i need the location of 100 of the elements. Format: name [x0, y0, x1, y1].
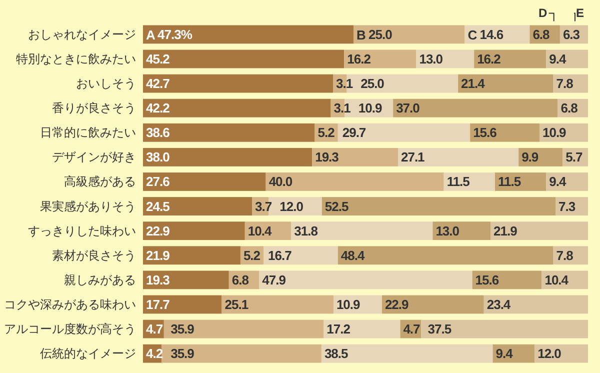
data-label: 4.7 [403, 322, 420, 337]
data-label: 4.2 [146, 346, 163, 362]
y-tick-label: デザインが好き [52, 150, 136, 164]
data-label: 6.8 [560, 100, 578, 116]
bar [259, 270, 472, 290]
data-label: 42.7 [146, 76, 170, 92]
data-label: 45.2 [146, 51, 170, 66]
bar [162, 344, 322, 363]
data-label: 13.0 [436, 223, 460, 238]
data-label: 21.9 [494, 223, 518, 238]
y-tick-label: 高級感がある [64, 174, 136, 189]
series-label: A [146, 26, 158, 42]
y-tick-label: 香りが良さそう [52, 101, 136, 116]
bar [353, 25, 465, 44]
data-label: 9.4 [496, 346, 514, 362]
data-label: 6.8 [532, 26, 550, 42]
data-label: 10.9 [542, 125, 566, 140]
bar [143, 123, 315, 142]
data-label: 25.0 [368, 26, 392, 42]
data-label: 24.5 [146, 198, 170, 214]
bar [470, 123, 540, 142]
y-tick-label: 親しみがある [64, 272, 136, 287]
data-label: 37.5 [428, 322, 452, 337]
y-tick-label: アルコール度数が高そう [4, 322, 136, 336]
data-label: 16.2 [477, 51, 501, 66]
data-label: 11.5 [498, 174, 521, 190]
bar [322, 197, 556, 216]
data-label: 19.3 [146, 272, 170, 288]
y-tick-label: おしゃれなイメージ [28, 27, 136, 42]
bar [398, 148, 519, 166]
bar [164, 320, 324, 338]
data-label: 35.9 [170, 346, 194, 362]
data-label: 9.9 [522, 150, 538, 165]
label-pointer: E [573, 6, 584, 22]
data-label: 27.6 [146, 174, 170, 190]
bar [338, 246, 554, 265]
data-label: 38.6 [146, 125, 170, 140]
bar [143, 50, 344, 68]
data-label: 11.5 [446, 174, 470, 190]
data-label: 19.3 [315, 150, 339, 165]
data-label: 7.8 [556, 76, 574, 92]
bar [312, 148, 398, 166]
data-label: 5.7 [566, 150, 582, 165]
data-label: 16.2 [347, 51, 371, 66]
data-label: 5.2 [243, 248, 260, 263]
data-label: 25.0 [360, 76, 384, 92]
bar [143, 172, 266, 191]
data-label: 10.9 [336, 296, 360, 312]
data-label: 7.8 [556, 248, 574, 263]
bar [143, 246, 240, 265]
data-label: 10.9 [358, 100, 382, 116]
data-label: 27.1 [400, 150, 425, 165]
bar [266, 172, 444, 191]
y-tick-label: 特別なときに飲みたい [16, 52, 136, 66]
data-label: 40.0 [268, 174, 292, 190]
bar [472, 270, 542, 290]
data-label: 3.1 [336, 76, 353, 92]
data-label: 7.3 [558, 198, 576, 214]
data-label: 10.4 [248, 223, 272, 238]
y-tick-label: 素材が良さそう [52, 248, 136, 262]
bar [143, 98, 331, 118]
data-label: 3.1 [334, 100, 351, 116]
data-label: 21.4 [461, 76, 486, 92]
bar [291, 222, 433, 240]
data-label: 31.8 [294, 223, 318, 238]
data-label: 12.0 [280, 198, 304, 214]
data-label: 21.9 [146, 248, 170, 263]
data-label: 42.2 [146, 100, 170, 116]
data-label: 6.3 [562, 26, 580, 42]
data-label: 15.6 [475, 272, 499, 288]
bar [321, 344, 493, 363]
y-tick-label: すっきりした味わい [28, 224, 136, 238]
bar [143, 74, 334, 93]
bar [143, 295, 222, 314]
data-label: 47.9 [262, 272, 286, 288]
y-tick-label: 果実感がありそう [40, 199, 136, 214]
bar [222, 295, 334, 314]
series-label: B [356, 26, 368, 42]
bar [264, 246, 338, 265]
data-label: 17.2 [326, 322, 350, 337]
bar [421, 320, 588, 338]
data-label: 29.7 [342, 125, 366, 140]
bar [484, 295, 588, 314]
data-label: 25.1 [224, 296, 248, 312]
bar [143, 222, 245, 240]
bar [490, 222, 588, 240]
data-label: 23.4 [486, 296, 512, 312]
data-label: 52.5 [324, 198, 348, 214]
bar [324, 320, 400, 338]
data-label: 15.6 [473, 125, 497, 140]
data-label: 3.7 [255, 198, 272, 214]
series-label: E [576, 6, 584, 20]
y-tick-label: 伝統的なイメージ [40, 346, 136, 361]
y-tick-label: おいしそう [76, 76, 136, 91]
data-label: 35.9 [170, 322, 194, 337]
series-label: C [468, 26, 480, 42]
data-label: 13.0 [419, 51, 443, 66]
data-label: 9.4 [549, 174, 568, 190]
bar [143, 197, 252, 216]
data-label: 38.0 [146, 150, 170, 165]
